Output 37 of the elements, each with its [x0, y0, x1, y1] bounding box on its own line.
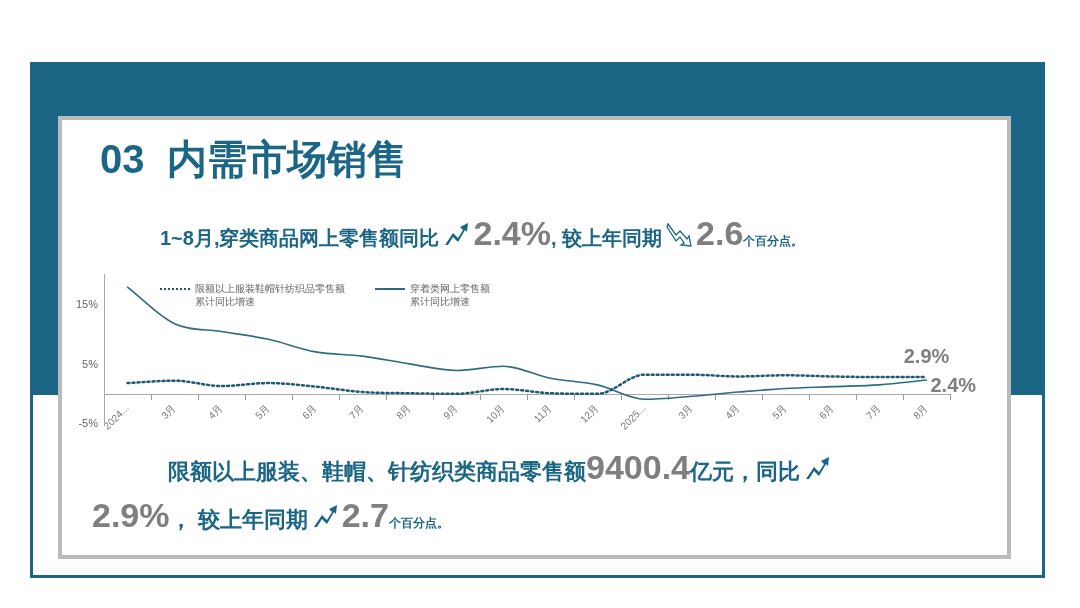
text: 2.9%	[92, 496, 170, 535]
x-tick-label: 9月	[441, 402, 460, 422]
text: 亿元，同比	[690, 459, 800, 486]
text: 限额以上服装、鞋帽、针纺织类商品零售额	[168, 459, 586, 486]
x-tick-label: 12月	[578, 402, 601, 425]
legend-label: 限额以上服装鞋帽针纺织品零售额累计同比增速	[195, 282, 346, 308]
x-tick-label: 4月	[723, 402, 742, 422]
text: 2.4%	[473, 214, 551, 253]
x-tick-label: 7月	[864, 402, 883, 422]
x-tick-label: 7月	[347, 402, 366, 422]
text: 2.7	[341, 496, 389, 535]
annotation: 2.9%	[903, 344, 950, 367]
text: 1~8月,穿类商品网上零售额同比	[160, 226, 440, 251]
text: 个百分点。	[743, 234, 804, 250]
x-tick-label: 10月	[484, 402, 507, 425]
y-tick-label: -5%	[78, 417, 99, 430]
text: 9400.4	[586, 448, 690, 487]
x-tick-label: 5月	[770, 402, 789, 422]
y-tick-label: 15%	[75, 297, 99, 310]
line-series	[126, 373, 928, 396]
x-tick-label: 5月	[253, 402, 272, 422]
x-tick-label: 11月	[531, 402, 554, 425]
legend-label: 穿着类网上零售额累计同比增速	[410, 282, 491, 308]
x-tick-label: 6月	[817, 402, 836, 422]
text: , 较上年同期	[550, 226, 663, 251]
x-tick-label: 4月	[206, 402, 225, 422]
x-tick-label: 8月	[911, 402, 930, 422]
text: 2.6	[696, 214, 744, 253]
text: 个百分点。	[388, 516, 449, 532]
y-tick-label: 5%	[82, 357, 99, 370]
chart-title: 03 内需市场销售	[100, 136, 407, 183]
x-tick-label: 3月	[159, 402, 178, 422]
annotation: 2.4%	[930, 373, 977, 396]
text: ， 较上年同期	[169, 506, 308, 534]
x-tick-label: 6月	[300, 402, 319, 422]
x-tick-label: 8月	[394, 402, 413, 422]
x-tick-label: 3月	[676, 402, 695, 422]
